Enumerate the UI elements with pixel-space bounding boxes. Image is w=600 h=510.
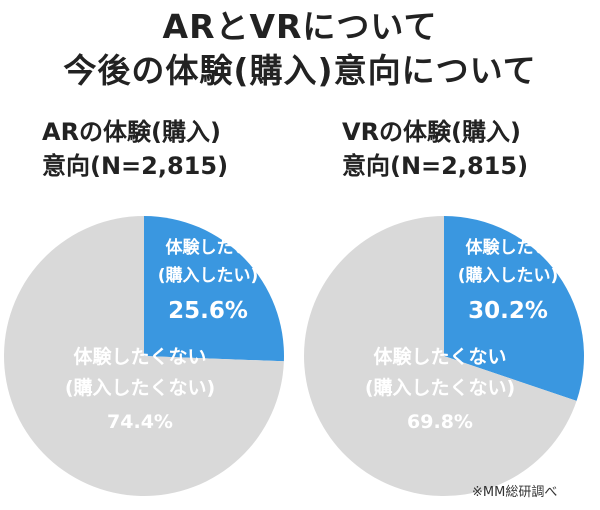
vr-pie-slice-want [444,216,584,401]
vr-slice-want-sub-label: (購入したい) [458,265,559,286]
vr-slice-want-name-label: 体験したい [466,237,551,258]
ar-slice-not-want-value-label: 74.4% [107,411,173,433]
vr-chart-title-line-2: 意向(N=2,815) [342,152,529,180]
ar-chart-title-line-1: ARの体験(購入) [42,118,221,146]
ar-slice-not-want-name-label: 体験したくない [73,345,206,368]
main-title-line-1: ARとVRについて [162,7,438,46]
vr-slice-not-want-sub-label: (購入したくない) [365,376,515,399]
vr-pie-slice-not-want [303,216,577,497]
ar-pie-slice-want [144,216,284,362]
ar-slice-want-name-label: 体験したい [166,237,251,258]
source-note: ※MM総研調べ [472,485,558,500]
vr-chart-title-line-1: VRの体験(購入) [342,118,521,146]
main-title-line-2: 今後の体験(購入)意向について [63,51,537,90]
vr-slice-not-want-value-label: 69.8% [407,411,473,433]
vr-slice-want-value-label: 30.2% [468,298,548,324]
vr-slice-not-want-name-label: 体験したくない [373,345,506,368]
ar-chart-title-line-2: 意向(N=2,815) [42,152,229,180]
ar-slice-want-value-label: 25.6% [168,298,248,324]
ar-slice-want-sub-label: (購入したい) [158,265,259,286]
vr-pie-chart: 体験したい (購入したい) 30.2% 体験したくない (購入したくない) 69.8% [303,216,584,497]
ar-pie-slice-not-want [3,216,284,496]
ar-slice-not-want-sub-label: (購入したくない) [65,376,215,399]
vr-chart-panel: 体験したい (購入したい) 30.2% 体験したくない (購入したくない) 69.8% V… [300,110,600,510]
ar-pie-chart: 体験したい (購入したい) 25.6% 体験したくない (購入したくない) 74.4% [3,216,284,496]
ar-chart-panel: 体験したい (購入したい) 25.6% 体験したくない (購入したくない) 74.4% A… [0,110,300,510]
